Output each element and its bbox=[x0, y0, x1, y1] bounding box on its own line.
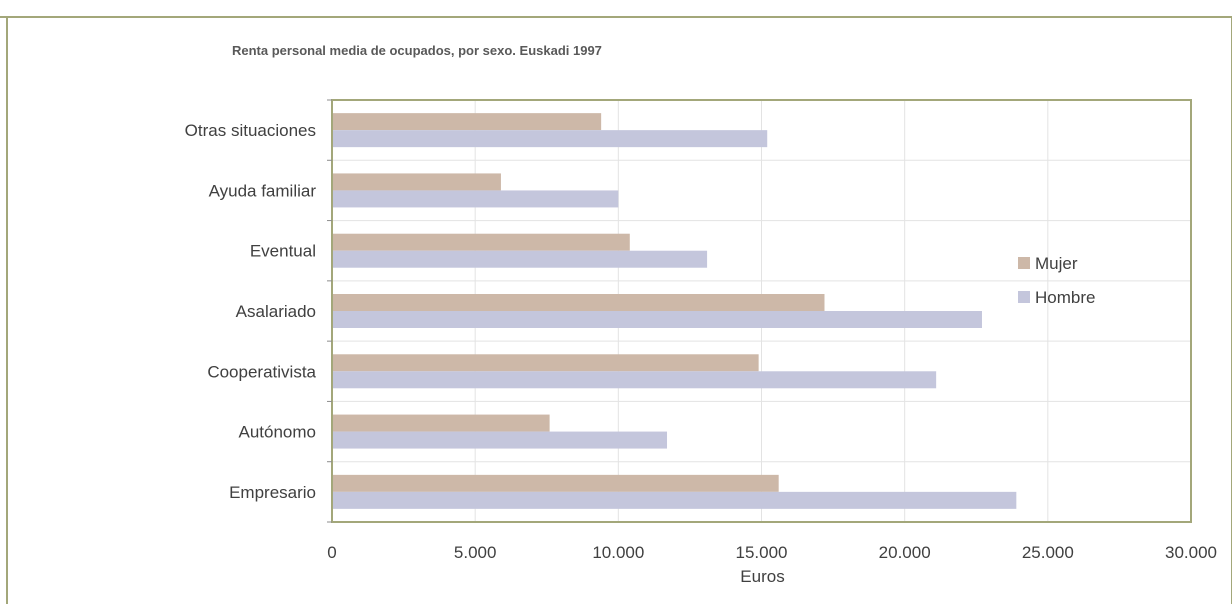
x-tick-label: 30.000 bbox=[1165, 543, 1217, 562]
chart-title: Renta personal media de ocupados, por se… bbox=[232, 43, 602, 58]
legend-label-hombre: Hombre bbox=[1035, 288, 1095, 307]
x-tick-label: 25.000 bbox=[1022, 543, 1074, 562]
category-label: Empresario bbox=[229, 483, 316, 502]
frame-top-bar bbox=[0, 0, 1232, 18]
bar-hombre-6 bbox=[333, 431, 668, 449]
bar-mujer-6 bbox=[333, 414, 550, 432]
category-label: Autónomo bbox=[239, 423, 317, 442]
x-tick-label: 20.000 bbox=[879, 543, 931, 562]
plot-area-border bbox=[331, 99, 1192, 523]
bar-hombre-7 bbox=[333, 491, 1017, 509]
legend-label-mujer: Mujer bbox=[1035, 254, 1078, 273]
bar-mujer-3 bbox=[333, 233, 630, 251]
x-tick-label: 10.000 bbox=[592, 543, 644, 562]
frame-left-border bbox=[0, 18, 8, 604]
category-label: Otras situaciones bbox=[185, 121, 316, 140]
bar-hombre-4 bbox=[333, 311, 982, 328]
bar-hombre-2 bbox=[333, 190, 619, 208]
bar-mujer-7 bbox=[333, 474, 779, 492]
x-axis-title: Euros bbox=[740, 567, 784, 586]
legend-swatch-hombre bbox=[1018, 291, 1030, 303]
x-tick-label: 15.000 bbox=[736, 543, 788, 562]
bar-mujer-2 bbox=[333, 173, 501, 191]
bar-hombre-1 bbox=[333, 130, 768, 148]
category-label: Eventual bbox=[250, 242, 316, 261]
bar-mujer-1 bbox=[333, 113, 602, 131]
x-tick-label: 5.000 bbox=[454, 543, 497, 562]
bar-hombre-5 bbox=[333, 371, 937, 389]
category-label: Cooperativista bbox=[207, 362, 316, 381]
bar-hombre-3 bbox=[333, 250, 708, 268]
bar-mujer-4 bbox=[333, 294, 825, 311]
x-tick-label: 0 bbox=[327, 543, 336, 562]
category-label: Ayuda familiar bbox=[209, 181, 317, 200]
bar-mujer-5 bbox=[333, 354, 759, 372]
legend-swatch-mujer bbox=[1018, 257, 1030, 269]
category-label: Asalariado bbox=[236, 302, 316, 321]
